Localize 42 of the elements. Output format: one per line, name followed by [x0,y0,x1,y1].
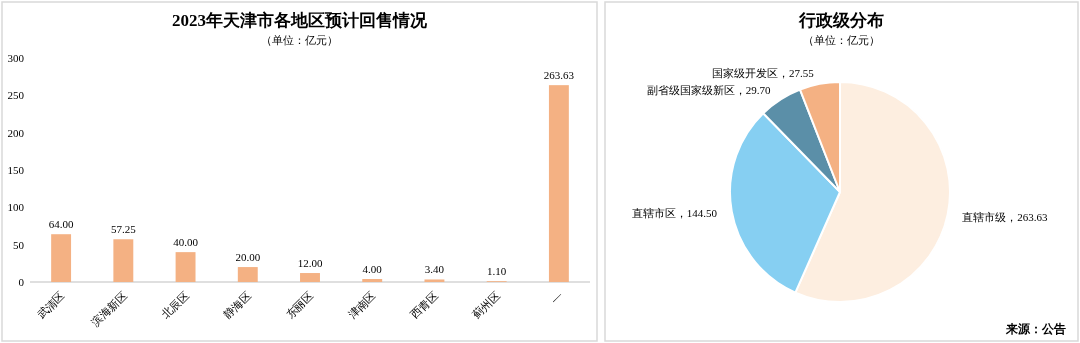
y-tick-label: 200 [7,126,25,139]
x-tick-label: 津南区 [345,288,378,321]
bar [362,279,383,282]
x-tick-label: 武清区 [34,288,67,321]
x-tick-label: 静海区 [221,288,254,321]
bar [300,273,320,282]
bar [113,239,134,282]
chart-title: 2023年天津市各地区预计回售情况 [172,11,428,30]
slice-label: 国家级开发区，27.55 [711,67,815,80]
data-label: 1.10 [487,265,507,278]
slice-label: 副省级国家级新区，29.70 [646,84,771,97]
chart-title: 行政级分布 [798,11,884,30]
y-tick-label: 300 [7,52,25,64]
slice-label: 直辖市级，263.63 [962,211,1049,224]
x-tick-label: 东丽区 [283,288,316,321]
x-tick-label: 北辰区 [159,288,191,321]
bar [175,252,196,282]
bar [237,267,258,282]
chart-subtitle: （单位：亿元） [803,34,880,46]
y-tick-label: 150 [7,164,25,176]
y-tick-label: 50 [13,238,25,251]
x-tick-label: 西青区 [408,288,440,321]
data-label: 263.63 [543,69,575,82]
bar [51,234,72,282]
y-tick-label: 0 [18,276,25,288]
y-tick-label: 100 [7,201,25,214]
data-label: 3.40 [424,263,445,276]
data-label: 57.25 [110,223,137,236]
chart-subtitle: （单位：亿元） [261,34,338,46]
data-label: 4.00 [362,263,383,276]
x-tick-label: — [547,288,566,306]
y-tick-label: 250 [7,89,25,102]
slice-label: 直辖市区，144.50 [631,207,718,220]
bar [424,279,445,282]
data-label: 40.00 [173,236,199,249]
x-tick-label: 滨海新区 [89,288,129,329]
bar [548,85,569,282]
data-label: 12.00 [297,257,323,270]
data-label: 64.00 [48,218,74,231]
x-tick-label: 蓟州区 [470,288,503,321]
data-label: 20.00 [235,251,261,264]
source-note: 来源：公告 [1005,322,1066,336]
